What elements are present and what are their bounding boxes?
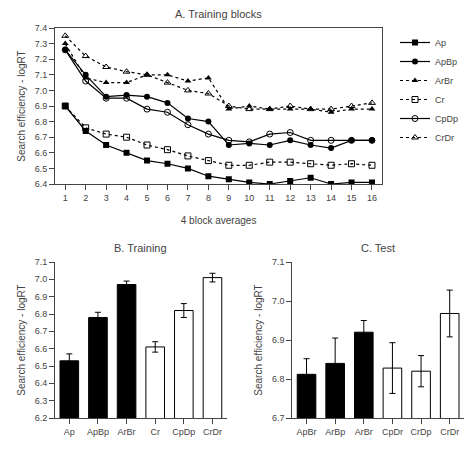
svg-text:7.3: 7.3 (35, 39, 48, 49)
svg-text:7.1: 7.1 (272, 257, 285, 267)
svg-text:7.0: 7.0 (272, 296, 285, 306)
svg-text:Ap: Ap (435, 38, 446, 48)
svg-text:CrDr: CrDr (435, 133, 454, 143)
svg-text:Search efficiency - logRT: Search efficiency - logRT (16, 284, 27, 395)
svg-text:12: 12 (285, 193, 295, 203)
svg-text:ApBp: ApBp (87, 427, 109, 437)
svg-text:C. Test: C. Test (361, 242, 395, 254)
svg-text:14: 14 (326, 193, 336, 203)
svg-text:16: 16 (367, 193, 377, 203)
svg-text:3: 3 (104, 193, 109, 203)
svg-text:ArBr: ArBr (118, 427, 136, 437)
svg-text:7.1: 7.1 (35, 70, 48, 80)
svg-text:7: 7 (185, 193, 190, 203)
svg-text:ApBp: ApBp (435, 57, 457, 67)
svg-text:6.8: 6.8 (35, 117, 48, 127)
svg-text:7.0: 7.0 (35, 86, 48, 96)
svg-text:6.7: 6.7 (35, 326, 48, 336)
svg-text:6.6: 6.6 (35, 148, 48, 158)
svg-text:6.9: 6.9 (35, 292, 48, 302)
svg-text:CpDr: CpDr (382, 427, 403, 437)
svg-text:2: 2 (83, 193, 88, 203)
svg-text:8: 8 (206, 193, 211, 203)
svg-text:CrDr: CrDr (203, 427, 222, 437)
svg-text:1: 1 (63, 193, 68, 203)
svg-text:11: 11 (265, 193, 274, 203)
svg-text:CrDr: CrDr (440, 427, 459, 437)
svg-text:6: 6 (165, 193, 170, 203)
svg-text:9: 9 (226, 193, 231, 203)
svg-text:5: 5 (145, 193, 150, 203)
svg-text:10: 10 (244, 193, 254, 203)
svg-text:6.7: 6.7 (272, 413, 285, 423)
svg-text:ArBr: ArBr (355, 427, 373, 437)
svg-text:6.9: 6.9 (35, 101, 48, 111)
svg-text:CpDp: CpDp (435, 114, 458, 124)
svg-text:4 block averages: 4 block averages (181, 215, 257, 226)
svg-text:A. Training blocks: A. Training blocks (175, 8, 262, 20)
svg-text:15: 15 (347, 193, 357, 203)
svg-text:6.8: 6.8 (35, 309, 48, 319)
svg-text:6.6: 6.6 (35, 344, 48, 354)
svg-text:7.0: 7.0 (35, 274, 48, 284)
svg-text:7.4: 7.4 (35, 23, 48, 33)
svg-text:Search efficiency - logRT: Search efficiency - logRT (253, 284, 264, 395)
svg-text:ApBr: ApBr (297, 427, 317, 437)
svg-text:ArBr: ArBr (435, 76, 453, 86)
svg-text:7.2: 7.2 (35, 54, 48, 64)
svg-text:6.4: 6.4 (35, 378, 48, 388)
svg-text:6.2: 6.2 (35, 413, 48, 423)
svg-text:6.7: 6.7 (35, 132, 48, 142)
svg-text:6.5: 6.5 (35, 164, 48, 174)
svg-text:13: 13 (306, 193, 316, 203)
svg-text:6.3: 6.3 (35, 396, 48, 406)
svg-text:6.5: 6.5 (35, 361, 48, 371)
svg-text:6.9: 6.9 (272, 335, 285, 345)
svg-text:CrDp: CrDp (411, 427, 432, 437)
svg-text:7.1: 7.1 (35, 257, 48, 267)
svg-text:B. Training: B. Training (114, 242, 167, 254)
svg-text:CpDp: CpDp (172, 427, 195, 437)
svg-text:Cr: Cr (150, 427, 160, 437)
svg-text:6.8: 6.8 (272, 374, 285, 384)
svg-text:4: 4 (124, 193, 129, 203)
svg-text:Cr: Cr (435, 95, 445, 105)
svg-text:6.4: 6.4 (35, 179, 48, 189)
svg-text:Ap: Ap (64, 427, 75, 437)
svg-text:ArBp: ArBp (325, 427, 345, 437)
svg-text:Search efficiency - logRT: Search efficiency - logRT (16, 50, 27, 161)
